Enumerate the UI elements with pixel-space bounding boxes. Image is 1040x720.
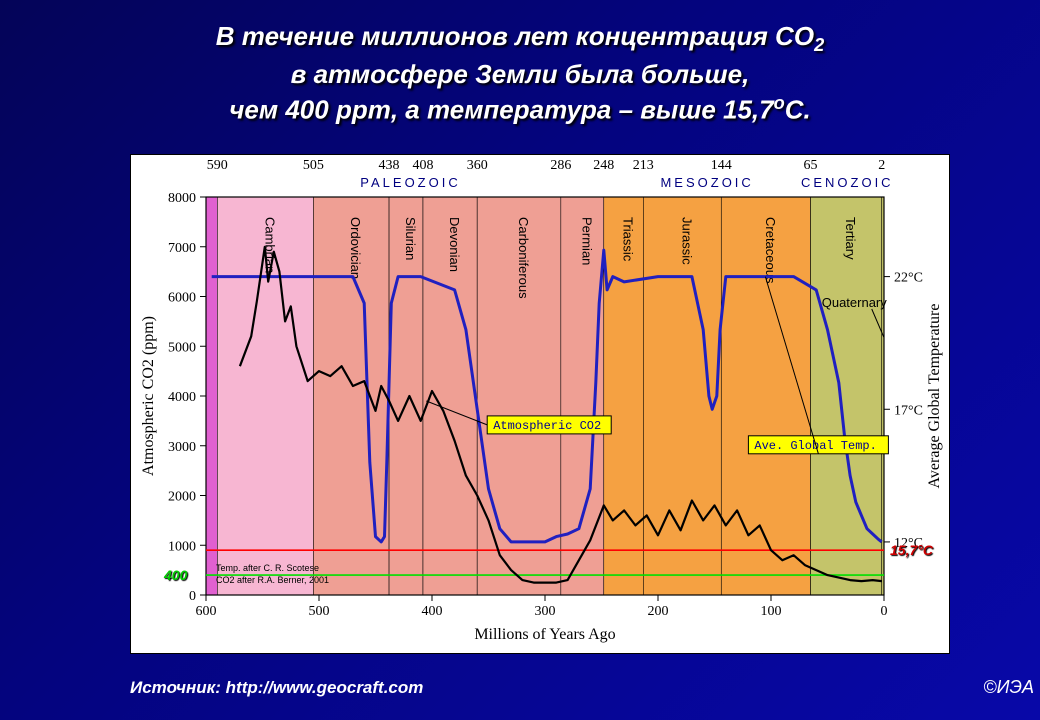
svg-text:600: 600 (196, 604, 217, 619)
svg-text:438: 438 (379, 158, 400, 173)
svg-text:505: 505 (303, 158, 324, 173)
chart-container: 01000200030004000500060007000800012°C17°… (130, 154, 950, 654)
svg-text:15,7°С: 15,7°С (890, 542, 934, 558)
svg-text:0: 0 (189, 589, 196, 604)
svg-text:Jurassic: Jurassic (679, 217, 694, 265)
svg-text:408: 408 (412, 158, 433, 173)
svg-text:Ordovician: Ordovician (348, 217, 363, 279)
svg-text:MESOZOIC: MESOZOIC (660, 175, 753, 190)
svg-text:213: 213 (633, 158, 654, 173)
svg-text:500: 500 (309, 604, 330, 619)
svg-text:Quaternary: Quaternary (822, 295, 888, 310)
svg-text:PALEOZOIC: PALEOZOIC (360, 175, 460, 190)
svg-text:248: 248 (593, 158, 614, 173)
svg-text:286: 286 (550, 158, 571, 173)
svg-text:Millions of Years Ago: Millions of Years Ago (474, 626, 615, 643)
geologic-co2-temp-chart: 01000200030004000500060007000800012°C17°… (131, 155, 951, 655)
svg-text:CO2 after R.A. Berner, 2001: CO2 after R.A. Berner, 2001 (216, 575, 329, 585)
svg-text:5000: 5000 (168, 340, 196, 355)
svg-text:3000: 3000 (168, 440, 196, 455)
svg-text:Carboniferous: Carboniferous (516, 217, 531, 299)
svg-text:590: 590 (207, 158, 228, 173)
slide-title: В течение миллионов лет концентрация СО2… (0, 20, 1040, 127)
source-text: Источник: http://www.geocraft.com (130, 678, 423, 698)
svg-text:100: 100 (761, 604, 782, 619)
svg-text:22°C: 22°C (894, 271, 923, 286)
svg-text:Permian: Permian (579, 217, 594, 265)
svg-text:144: 144 (711, 158, 732, 173)
svg-text:Triassic: Triassic (621, 217, 636, 262)
svg-text:2000: 2000 (168, 490, 196, 505)
svg-text:65: 65 (804, 158, 818, 173)
svg-text:0: 0 (881, 604, 888, 619)
svg-text:Tertiary: Tertiary (843, 217, 858, 260)
svg-text:400: 400 (422, 604, 443, 619)
svg-text:CENOZOIC: CENOZOIC (801, 175, 894, 190)
svg-text:6000: 6000 (168, 291, 196, 306)
svg-text:2: 2 (878, 158, 885, 173)
svg-text:400: 400 (163, 567, 188, 583)
svg-text:Cretaceous: Cretaceous (763, 217, 778, 284)
svg-text:1000: 1000 (168, 539, 196, 554)
svg-text:Average Global Temperature: Average Global Temperature (926, 304, 943, 489)
svg-text:Devonian: Devonian (447, 217, 462, 272)
svg-text:Silurian: Silurian (403, 217, 418, 260)
copyright-text: ©ИЭА (983, 677, 1034, 698)
svg-text:8000: 8000 (168, 191, 196, 206)
svg-text:7000: 7000 (168, 241, 196, 256)
svg-text:4000: 4000 (168, 390, 196, 405)
svg-text:360: 360 (467, 158, 488, 173)
svg-text:200: 200 (648, 604, 669, 619)
svg-text:Cambrian: Cambrian (262, 217, 277, 273)
svg-text:Atmospheric CO2 (ppm): Atmospheric CO2 (ppm) (140, 316, 157, 476)
svg-text:17°C: 17°C (894, 403, 923, 418)
svg-text:Temp. after C. R. Scotese: Temp. after C. R. Scotese (216, 563, 319, 573)
svg-text:300: 300 (535, 604, 556, 619)
svg-text:Atmospheric CO2: Atmospheric CO2 (493, 419, 601, 433)
